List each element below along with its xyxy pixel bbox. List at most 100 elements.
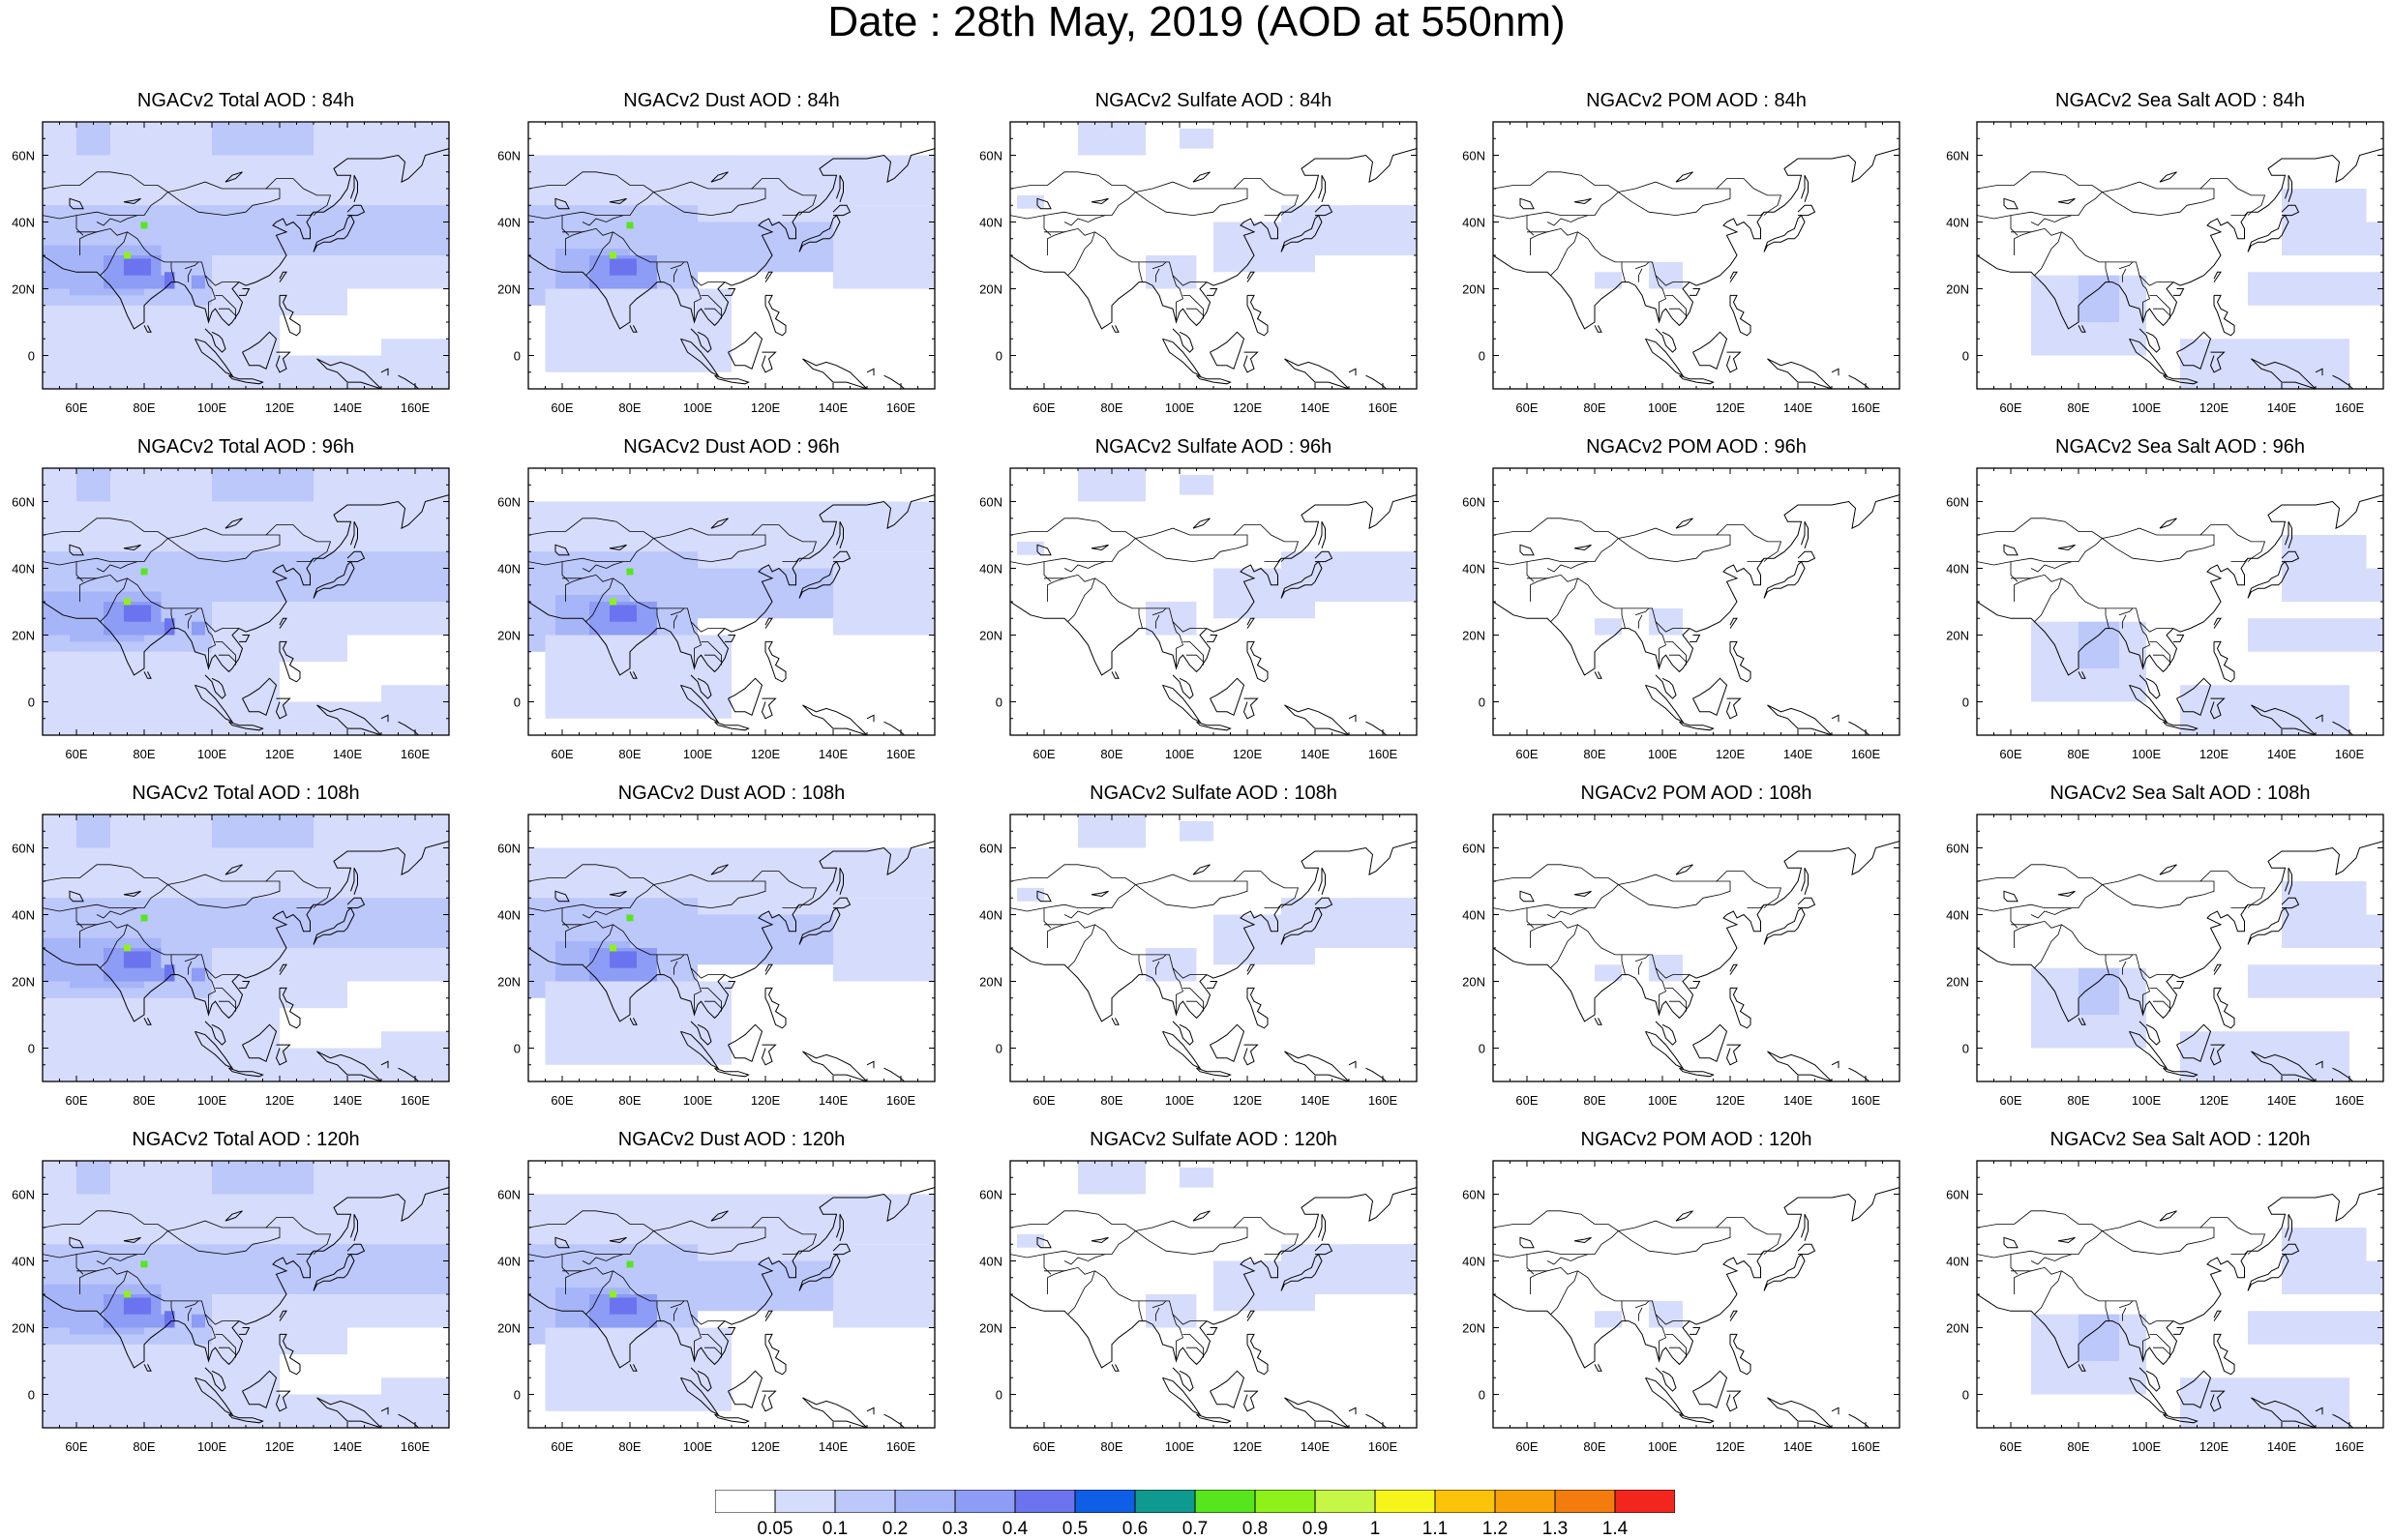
colorbar-label: 1.2 (1481, 1519, 1509, 1539)
coastlines (1010, 1187, 1417, 1428)
x-tick-label: 100E (197, 1439, 227, 1454)
aod-field (43, 122, 449, 389)
y-tick-label: 40N (1462, 1255, 1485, 1269)
colorbar-swatch (954, 1490, 1016, 1513)
x-tick-label: 100E (1165, 747, 1195, 761)
aod-field (1010, 122, 1417, 389)
x-tick-label: 80E (1100, 747, 1122, 761)
x-tick-label: 160E (401, 1439, 431, 1454)
x-tick-label: 160E (401, 400, 431, 415)
coastlines (1977, 1187, 2383, 1428)
aod-field (528, 122, 935, 389)
x-tick-label: 140E (1301, 1439, 1331, 1454)
y-tick-label: 20N (1946, 975, 1969, 990)
x-tick-label: 120E (2199, 400, 2229, 415)
x-tick-label: 80E (1583, 1439, 1605, 1454)
x-tick-label: 120E (751, 1439, 781, 1454)
y-tick-label: 40N (1946, 908, 1969, 923)
x-tick-label: 80E (618, 400, 641, 415)
colorbar-swatches (715, 1490, 1675, 1513)
x-tick-label: 60E (1032, 1093, 1055, 1108)
panel-title: NGACv2 Total AOD : 120h (132, 1129, 360, 1150)
x-tick-label: 140E (1783, 747, 1813, 761)
y-tick-label: 20N (1946, 282, 1969, 297)
y-tick-label: 60N (1462, 842, 1485, 856)
y-tick-label: 40N (1462, 562, 1485, 577)
panel-title: NGACv2 Dust AOD : 120h (617, 1129, 846, 1150)
x-tick-label: 120E (1233, 1439, 1263, 1454)
colorbar-label: 1 (1369, 1519, 1381, 1539)
x-tick-label: 120E (751, 747, 781, 761)
panel-title: NGACv2 Total AOD : 96h (136, 436, 355, 458)
colorbar-swatch (715, 1490, 776, 1513)
y-tick-label: 60N (497, 842, 521, 856)
x-tick-label: 100E (2132, 747, 2162, 761)
x-tick-label: 100E (197, 400, 227, 415)
x-tick-label: 120E (751, 1093, 781, 1108)
x-tick-label: 80E (133, 1439, 155, 1454)
y-tick-label: 40N (979, 908, 1002, 923)
y-tick-label: 0 (1962, 696, 1969, 710)
x-tick-label: 160E (1851, 747, 1881, 761)
x-tick-label: 100E (1165, 400, 1195, 415)
y-tick-label: 0 (28, 1042, 35, 1056)
y-tick-label: 60N (1946, 149, 1969, 163)
y-tick-label: 20N (12, 629, 35, 643)
x-tick-label: 160E (1368, 1439, 1398, 1454)
x-tick-label: 60E (65, 1093, 87, 1108)
y-tick-label: 20N (1462, 282, 1485, 297)
map-seasalt-2: 60E 80E 100E 120E 140E 160E 60N 40N 20N 0 (1946, 814, 2384, 1108)
y-tick-label: 20N (979, 282, 1002, 297)
colorbar-swatch (1254, 1490, 1316, 1513)
y-tick-label: 0 (28, 696, 35, 710)
coastlines (43, 1187, 449, 1428)
x-tick-label: 140E (333, 400, 363, 415)
y-tick-label: 20N (497, 975, 521, 990)
map-dust-3: 60E 80E 100E 120E 140E 160E 60N 40N 20N 0 (497, 1160, 936, 1454)
y-tick-label: 60N (497, 149, 521, 163)
x-tick-label: 80E (618, 747, 641, 761)
x-tick-label: 100E (683, 1439, 713, 1454)
x-tick-label: 120E (2199, 1439, 2229, 1454)
aod-field (43, 1161, 449, 1428)
x-tick-label: 160E (886, 1093, 916, 1108)
x-tick-label: 140E (333, 1439, 363, 1454)
x-tick-label: 80E (1100, 1439, 1122, 1454)
x-tick-label: 100E (683, 400, 713, 415)
colorbar-label: 1.3 (1541, 1519, 1569, 1539)
coastlines (1977, 148, 2383, 389)
x-tick-label: 120E (1233, 1093, 1263, 1108)
y-tick-label: 0 (996, 1388, 1002, 1403)
colorbar-swatch (1614, 1490, 1675, 1513)
y-tick-label: 0 (514, 1042, 521, 1056)
colorbar-label: 0.1 (822, 1519, 849, 1539)
x-tick-label: 100E (197, 747, 227, 761)
x-tick-label: 120E (2199, 747, 2229, 761)
panel-title: NGACv2 Sulfate AOD : 96h (1094, 436, 1332, 458)
x-tick-label: 120E (1233, 400, 1263, 415)
y-tick-label: 60N (1946, 1188, 1969, 1202)
x-tick-label: 100E (2132, 1093, 2162, 1108)
y-tick-label: 40N (497, 908, 521, 923)
y-tick-label: 20N (979, 629, 1002, 643)
panel-title: NGACv2 Sea Salt AOD : 96h (2055, 436, 2305, 458)
map-seasalt-0: 60E 80E 100E 120E 140E 160E 60N 40N 20N 0 (1946, 121, 2384, 415)
y-tick-label: 0 (514, 349, 521, 364)
colorbar-label: 0.05 (757, 1519, 793, 1539)
x-tick-label: 80E (1583, 1093, 1605, 1108)
x-tick-label: 80E (1100, 1093, 1122, 1108)
x-tick-label: 120E (1716, 400, 1746, 415)
x-tick-label: 60E (551, 400, 573, 415)
x-tick-label: 60E (1032, 747, 1055, 761)
x-tick-label: 60E (551, 1439, 573, 1454)
colorbar-swatch (1314, 1490, 1376, 1513)
y-tick-label: 40N (1462, 908, 1485, 923)
y-tick-label: 0 (996, 1042, 1002, 1056)
coastlines (1977, 494, 2383, 735)
coastlines (1493, 841, 1899, 1081)
panel-title: NGACv2 Sea Salt AOD : 120h (2049, 1129, 2311, 1150)
x-tick-label: 80E (618, 1439, 641, 1454)
x-tick-label: 60E (1032, 400, 1055, 415)
x-tick-label: 80E (2067, 400, 2089, 415)
y-tick-label: 60N (497, 495, 521, 510)
